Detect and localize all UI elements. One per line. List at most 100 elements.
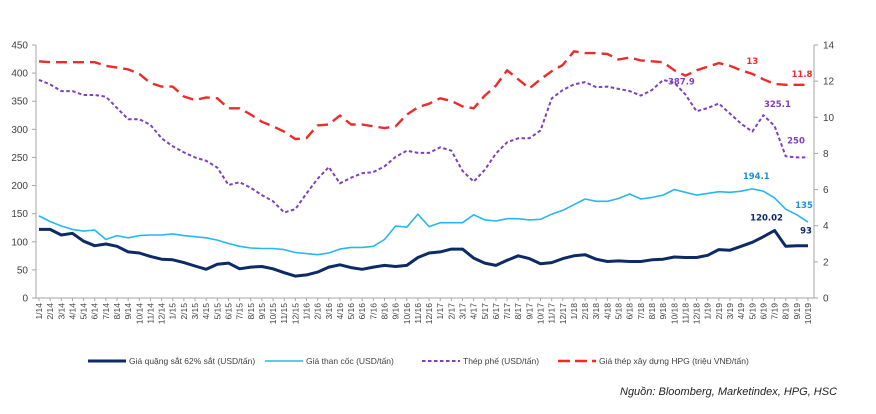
y-left-tick-label: 0 [22, 294, 28, 305]
x-tick-label: 3/17 [458, 303, 468, 320]
x-tick-label: 4/14 [67, 303, 77, 320]
x-tick-label: 2/17 [446, 303, 456, 320]
legend-swatch-hpg-steel [558, 359, 596, 363]
data-label-iron-ore: 93 [800, 227, 812, 237]
x-tick-label: 4/19 [736, 303, 746, 320]
legend-item-iron-ore: Giá quặng sắt 62% sắt (USD/tấn) [88, 356, 255, 366]
data-label-hpg-steel: 13 [746, 57, 758, 67]
x-tick-label: 3/19 [725, 303, 735, 320]
legend-swatch-scrap-steel [422, 360, 460, 362]
x-tick-label: 10/16 [402, 303, 412, 325]
y-left-tick-label: 350 [11, 97, 28, 108]
legend-item-coking-coal: Giá than cốc (USD/tấn) [265, 356, 394, 366]
y-right-tick-label: 10 [823, 113, 835, 124]
x-tick-label: 5/19 [747, 303, 757, 320]
axes: 0 50 100 150 200 250 300 350 400 450 0 2 4 6 8 10 12 14 1/… [11, 41, 834, 325]
x-tick-label: 4/18 [602, 303, 612, 320]
x-tick-label: 4/15 [201, 303, 211, 320]
x-tick-label: 4/16 [335, 303, 345, 320]
y-left-tick-label: 100 [11, 237, 28, 248]
y-right-tick-label: 0 [823, 294, 829, 305]
data-label-coking-coal: 194.1 [743, 172, 770, 182]
y-right-tick-label: 4 [823, 221, 829, 232]
source-note: Nguồn: Bloomberg, Marketindex, HPG, HSC [620, 386, 838, 398]
y-left-tick-label: 150 [11, 209, 28, 220]
legend-swatch-coking-coal [265, 360, 303, 362]
x-tick-label: 2/15 [179, 303, 189, 320]
x-tick-label: 11/17 [547, 303, 557, 324]
x-tick-label: 12/16 [424, 303, 434, 325]
x-tick-label: 7/18 [636, 303, 646, 320]
x-tick-label: 10/14 [134, 303, 144, 325]
x-tick-label: 11/15 [279, 303, 289, 324]
x-tick-label: 7/14 [101, 303, 111, 320]
data-label-hpg-steel: 11.8 [792, 70, 813, 80]
x-tick-label: 1/19 [703, 303, 713, 320]
x-tick-label: 3/14 [56, 303, 66, 320]
x-tick-label: 6/16 [357, 303, 367, 320]
y-left-tick-label: 250 [11, 153, 28, 164]
x-tick-label: 5/18 [614, 303, 624, 320]
x-tick-label: 1/18 [569, 303, 579, 320]
annotations: 120.02 93 194.1 135 387.9 325.1 250 13 11.8 [668, 57, 813, 237]
y-right-tick-label: 2 [823, 257, 829, 268]
x-tick-label: 10/19 [803, 303, 813, 325]
x-tick-label: 6/18 [625, 303, 635, 320]
legend-item-hpg-steel: Giá thép xây dựng HPG (triệu VNĐ/tấn) [558, 356, 749, 366]
x-tick-label: 9/16 [391, 303, 401, 320]
x-tick-label: 7/15 [235, 303, 245, 320]
x-tick-label: 3/15 [190, 303, 200, 320]
y-right-tick-label: 12 [823, 77, 835, 88]
x-tick-label: 6/17 [491, 303, 501, 320]
x-tick-label: 9/18 [658, 303, 668, 320]
x-tick-label: 10/17 [536, 303, 546, 325]
y-right-tick-label: 14 [823, 41, 835, 52]
data-label-scrap-steel: 387.9 [668, 77, 695, 87]
series-lines [38, 50, 809, 278]
x-tick-label: 5/14 [79, 303, 89, 320]
x-tick-label: 1/16 [301, 303, 311, 320]
x-tick-label: 5/15 [212, 303, 222, 320]
x-tick-label: 8/19 [781, 303, 791, 320]
y-right-tick-label: 8 [823, 149, 829, 160]
x-tick-label: 9/17 [524, 303, 534, 320]
legend-label-iron-ore: Giá quặng sắt 62% sắt (USD/tấn) [129, 356, 256, 366]
x-tick-label: 5/16 [346, 303, 356, 320]
y-left-tick-label: 300 [11, 125, 28, 136]
x-tick-label: 8/18 [647, 303, 657, 320]
x-tick-label: 8/15 [246, 303, 256, 320]
legend-label-hpg-steel: Giá thép xây dựng HPG (triệu VNĐ/tấn) [599, 356, 749, 366]
x-tick-label: 9/15 [257, 303, 267, 320]
x-tick-label: 1/14 [34, 303, 44, 320]
x-tick-label: 7/17 [502, 303, 512, 320]
x-tick-label: 12/17 [558, 303, 568, 325]
y-left-tick-label: 50 [17, 265, 29, 276]
x-tick-label: 11/14 [145, 303, 155, 324]
data-label-scrap-steel: 250 [787, 136, 805, 146]
x-tick-label: 9/19 [792, 303, 802, 320]
series-line-iron-ore [39, 227, 808, 278]
legend-label-scrap-steel: Thép phế (USD/tấn) [463, 356, 540, 366]
x-tick-label: 12/14 [157, 303, 167, 325]
x-tick-label: 3/16 [324, 303, 334, 320]
legend-swatch-iron-ore [88, 359, 126, 363]
y-left-tick-label: 400 [11, 69, 28, 80]
series-line-scrap-steel [38, 78, 808, 214]
x-tick-label: 11/16 [413, 303, 423, 324]
x-tick-label: 12/15 [290, 303, 300, 325]
x-tick-label: 7/19 [770, 303, 780, 320]
x-tick-label: 6/19 [758, 303, 768, 320]
legend-item-scrap-steel: Thép phế (USD/tấn) [422, 356, 539, 366]
legend-label-coking-coal: Giá than cốc (USD/tấn) [306, 356, 394, 366]
x-tick-label: 7/16 [368, 303, 378, 320]
x-tick-label: 2/19 [714, 303, 724, 320]
x-tick-label: 8/16 [379, 303, 389, 320]
y-left-tick-label: 200 [11, 181, 28, 192]
x-tick-label: 2/16 [313, 303, 323, 320]
x-tick-label: 8/14 [112, 303, 122, 320]
x-tick-label: 3/18 [591, 303, 601, 320]
x-tick-label: 6/15 [223, 303, 233, 320]
y-left-tick-label: 450 [11, 41, 28, 52]
x-tick-label: 1/17 [435, 303, 445, 320]
